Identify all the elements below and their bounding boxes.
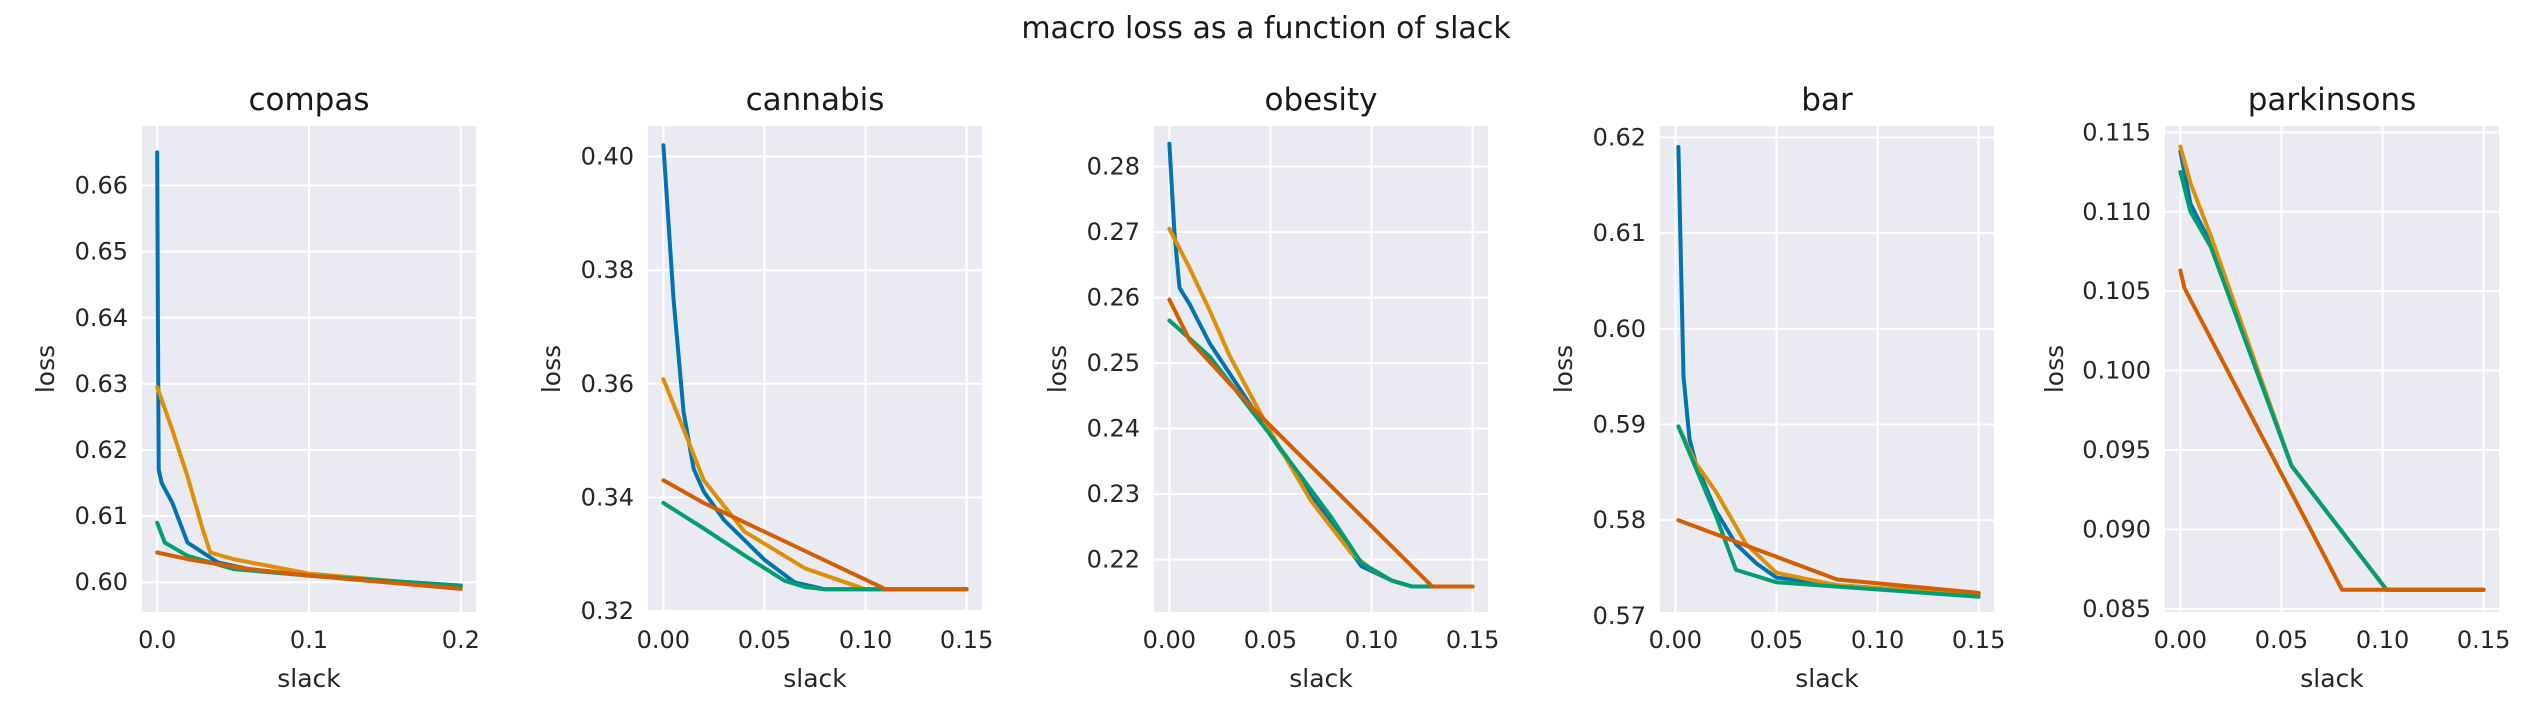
series-line-3 [1676, 424, 1981, 599]
x-tick-label: 0.00 [637, 626, 690, 654]
y-tick-label: 0.38 [581, 256, 634, 284]
y-axis-label: loss [31, 345, 60, 393]
x-tick-label: 0.10 [2356, 626, 2409, 654]
subplot-title: cannabis [746, 82, 885, 118]
y-tick-label: 0.115 [2082, 118, 2151, 146]
subplot-title: obesity [1265, 82, 1378, 118]
y-tick-label: 0.63 [75, 370, 128, 398]
series-line-1 [1676, 145, 1981, 597]
y-tick-label: 0.36 [581, 370, 634, 398]
x-tick-label: 0.05 [2255, 626, 2308, 654]
y-tick-label: 0.58 [1593, 506, 1646, 534]
x-tick-label: 0.0 [138, 626, 176, 654]
x-axis-label: slack [1795, 664, 1859, 693]
y-tick-label: 0.26 [1087, 284, 1140, 312]
plot-area [2165, 126, 2499, 612]
y-axis-label: loss [537, 345, 566, 393]
subplot-title: bar [1801, 82, 1853, 118]
x-tick-label: 0.05 [1244, 626, 1297, 654]
y-tick-label: 0.34 [581, 483, 634, 511]
series-line-4 [1167, 297, 1475, 589]
plot-area [648, 126, 982, 612]
series-line-3 [661, 501, 969, 592]
series-line-2 [155, 385, 463, 589]
y-axis-label: loss [1549, 345, 1578, 393]
x-tick-label: 0.15 [940, 626, 993, 654]
y-tick-label: 0.24 [1087, 415, 1140, 443]
y-tick-label: 0.095 [2082, 436, 2151, 464]
series-line-4 [661, 478, 969, 592]
subplot-bar: 0.00 0.05 0.10 0.15 0.57 0.58 0.59 0.60 0.61 0.62… [1549, 82, 2005, 693]
x-axis-label: slack [277, 664, 341, 693]
x-tick-label: 0.10 [839, 626, 892, 654]
plot-area [1154, 126, 1488, 612]
x-tick-label: 0.05 [738, 626, 791, 654]
series-line-4 [155, 550, 463, 591]
subplot-grid: 0.0 0.1 0.2 0.60 0.61 0.62 0.63 0.64 0.65 0.66 com… [31, 82, 2510, 693]
figure-title: macro loss as a function of slack [1021, 11, 1511, 46]
x-axis-label: slack [783, 664, 847, 693]
x-tick-label: 0.2 [442, 626, 480, 654]
y-tick-label: 0.40 [581, 143, 634, 171]
y-tick-label: 0.64 [75, 304, 128, 332]
x-tick-label: 0.00 [1143, 626, 1196, 654]
subplot-title: parkinsons [2248, 82, 2417, 118]
y-tick-label: 0.23 [1087, 480, 1140, 508]
x-tick-label: 0.00 [2154, 626, 2207, 654]
x-axis-label: slack [1289, 664, 1353, 693]
subplot-parkinsons: 0.00 0.05 0.10 0.15 0.085 0.090 0.095 0.100 0.10… [2040, 82, 2510, 693]
y-tick-label: 0.110 [2082, 198, 2151, 226]
y-tick-label: 0.60 [1593, 315, 1646, 343]
series-line-4 [1676, 518, 1981, 595]
y-tick-label: 0.22 [1087, 546, 1140, 574]
x-tick-label: 0.15 [1446, 626, 1499, 654]
y-tick-label: 0.57 [1593, 602, 1646, 630]
y-tick-label: 0.100 [2082, 357, 2151, 385]
series-line-4 [2178, 268, 2486, 592]
subplot-obesity: 0.00 0.05 0.10 0.15 0.22 0.23 0.24 0.25 0.26 0.27… [1043, 82, 1499, 693]
y-tick-label: 0.62 [75, 436, 128, 464]
y-tick-label: 0.65 [75, 238, 128, 266]
y-tick-label: 0.66 [75, 172, 128, 200]
y-tick-label: 0.090 [2082, 515, 2151, 543]
plot-area [1660, 126, 1994, 612]
y-tick-label: 0.59 [1593, 410, 1646, 438]
x-tick-label: 0.10 [1345, 626, 1398, 654]
subplot-title: compas [248, 82, 369, 118]
y-tick-label: 0.28 [1087, 153, 1140, 181]
y-tick-label: 0.25 [1087, 349, 1140, 377]
subplot-cannabis: 0.00 0.05 0.10 0.15 0.32 0.34 0.36 0.38 0.40 cann… [537, 82, 993, 693]
y-tick-label: 0.62 [1593, 123, 1646, 151]
y-tick-label: 0.085 [2082, 595, 2151, 623]
subplot-compas: 0.0 0.1 0.2 0.60 0.61 0.62 0.63 0.64 0.65 0.66 com… [31, 82, 480, 693]
y-tick-label: 0.27 [1087, 218, 1140, 246]
x-tick-label: 0.05 [1750, 626, 1803, 654]
y-axis-label: loss [2040, 345, 2069, 393]
x-tick-label: 0.10 [1851, 626, 1904, 654]
x-tick-label: 0.15 [2457, 626, 2510, 654]
y-axis-label: loss [1043, 345, 1072, 393]
x-tick-label: 0.15 [1952, 626, 2005, 654]
x-tick-label: 0.00 [1649, 626, 1702, 654]
y-tick-label: 0.61 [1593, 219, 1646, 247]
x-tick-label: 0.1 [290, 626, 328, 654]
y-tick-label: 0.105 [2082, 277, 2151, 305]
y-tick-label: 0.60 [75, 568, 128, 596]
y-tick-label: 0.61 [75, 502, 128, 530]
x-axis-label: slack [2300, 664, 2364, 693]
y-tick-label: 0.32 [581, 597, 634, 625]
